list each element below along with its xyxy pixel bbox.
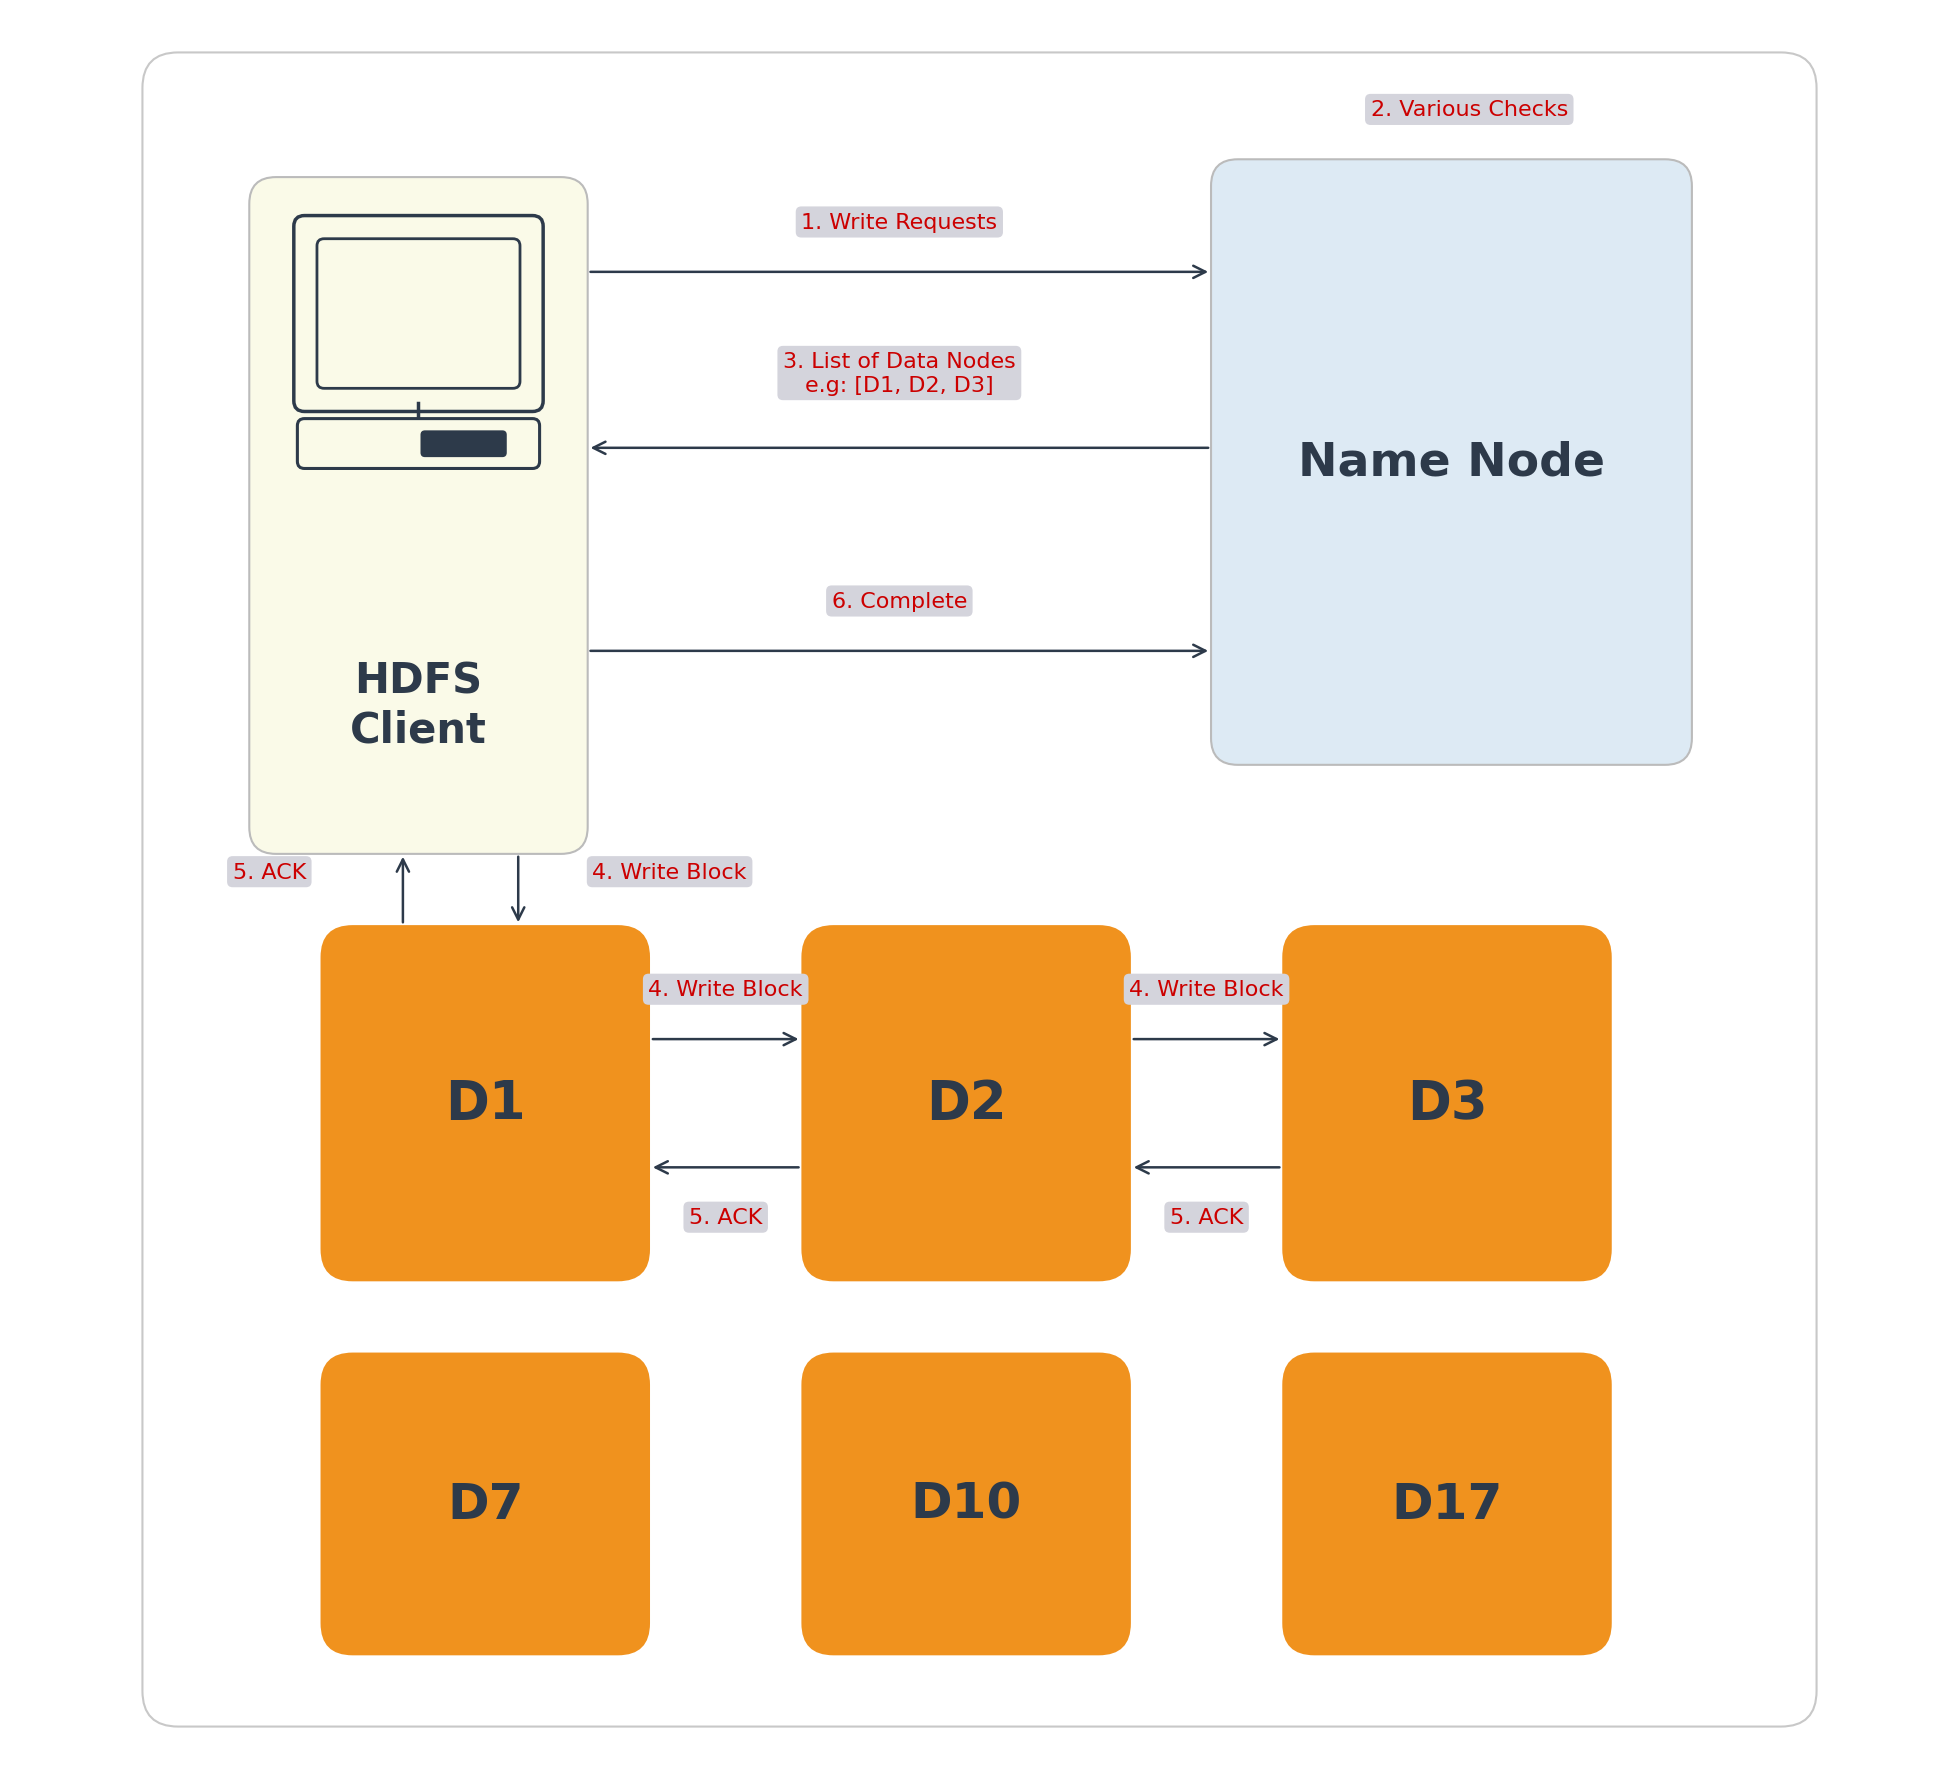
FancyBboxPatch shape — [294, 217, 543, 413]
FancyBboxPatch shape — [1211, 160, 1693, 765]
FancyBboxPatch shape — [143, 53, 1816, 1727]
Text: D17: D17 — [1391, 1481, 1503, 1527]
Text: 4. Write Block: 4. Write Block — [592, 862, 746, 883]
Text: 5. ACK: 5. ACK — [1170, 1207, 1244, 1228]
FancyBboxPatch shape — [1283, 1353, 1612, 1655]
Text: 5. ACK: 5. ACK — [690, 1207, 762, 1228]
Text: 5. ACK: 5. ACK — [233, 862, 306, 883]
Text: D1: D1 — [445, 1077, 525, 1130]
FancyBboxPatch shape — [801, 926, 1130, 1282]
Text: D3: D3 — [1407, 1077, 1487, 1130]
FancyBboxPatch shape — [249, 178, 588, 854]
Text: Name Node: Name Node — [1299, 440, 1604, 486]
Text: 4. Write Block: 4. Write Block — [648, 979, 803, 1000]
Text: D7: D7 — [447, 1481, 523, 1527]
Text: 3. List of Data Nodes
e.g: [D1, D2, D3]: 3. List of Data Nodes e.g: [D1, D2, D3] — [784, 352, 1015, 395]
FancyBboxPatch shape — [317, 240, 519, 390]
FancyBboxPatch shape — [421, 433, 505, 457]
Text: 6. Complete: 6. Complete — [833, 591, 968, 612]
FancyBboxPatch shape — [298, 420, 539, 470]
FancyBboxPatch shape — [321, 926, 650, 1282]
Text: 1. Write Requests: 1. Write Requests — [801, 214, 997, 233]
Text: D10: D10 — [911, 1481, 1023, 1527]
Text: D2: D2 — [927, 1077, 1007, 1130]
Text: 2. Various Checks: 2. Various Checks — [1371, 100, 1567, 121]
Text: 4. Write Block: 4. Write Block — [1128, 979, 1283, 1000]
Text: HDFS
Client: HDFS Client — [351, 660, 488, 751]
FancyBboxPatch shape — [801, 1353, 1130, 1655]
FancyBboxPatch shape — [321, 1353, 650, 1655]
FancyBboxPatch shape — [1283, 926, 1612, 1282]
